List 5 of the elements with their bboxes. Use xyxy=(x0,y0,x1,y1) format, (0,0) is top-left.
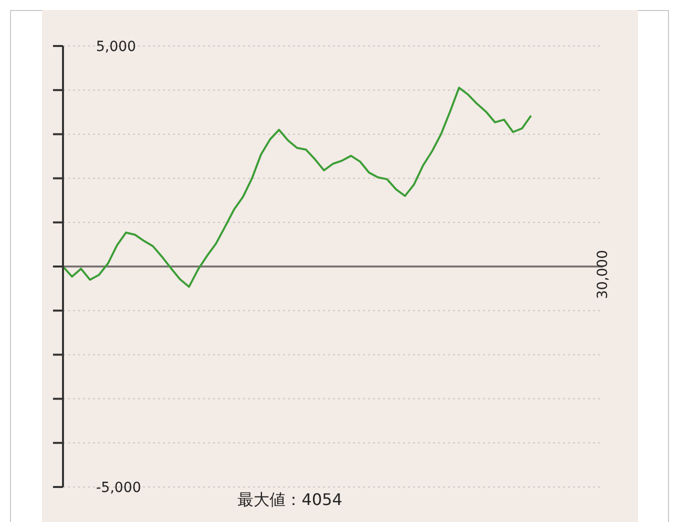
y-tick-label: 5,000 xyxy=(96,38,136,55)
y-tick-label: -5,000 xyxy=(96,480,142,496)
line-series xyxy=(63,86,532,288)
text: 最大値：4054 xyxy=(238,490,342,509)
annotation: 30,000 xyxy=(594,250,612,298)
